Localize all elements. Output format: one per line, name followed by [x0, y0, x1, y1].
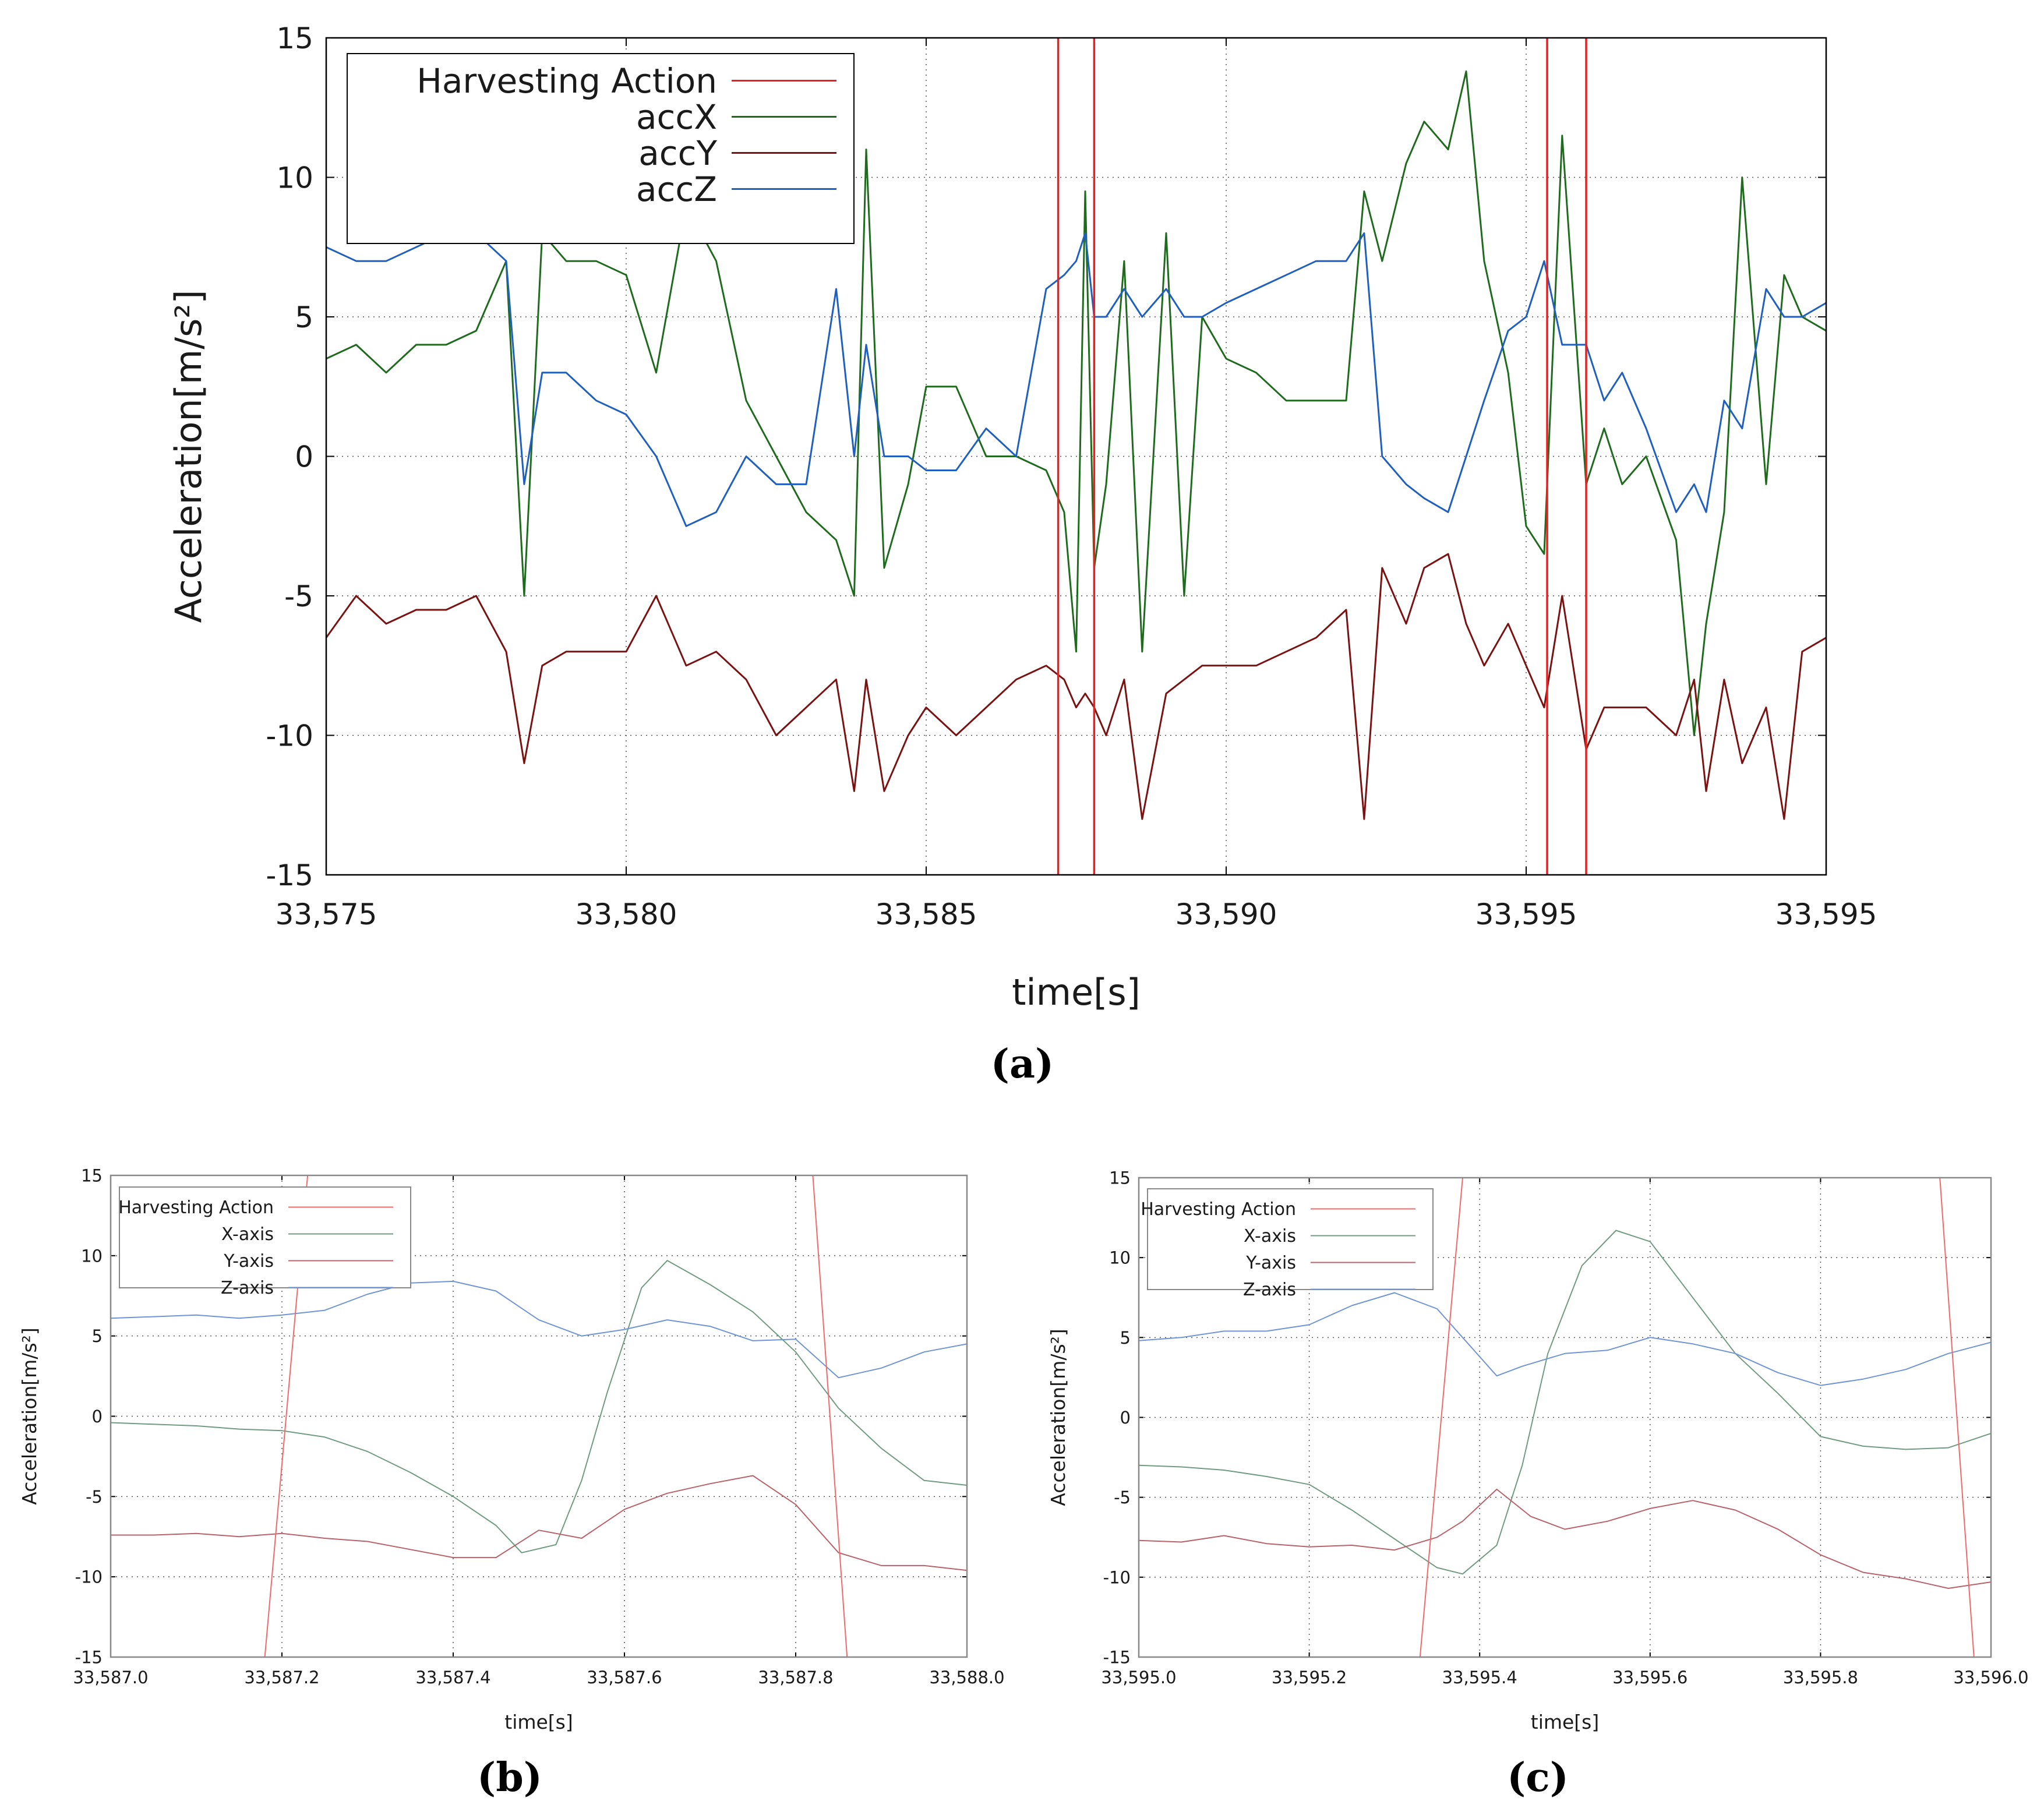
y-tick-label: 5	[92, 1326, 103, 1346]
y-tick-label: 10	[81, 1246, 103, 1266]
x-tick-label: 33,595.2	[1272, 1668, 1347, 1687]
y-tick-label: -10	[266, 719, 313, 753]
plot-frame	[325, 37, 1827, 876]
plot-area	[1139, 1178, 1991, 1657]
y-tick-label: 5	[1120, 1328, 1131, 1348]
y-tick-label: -15	[75, 1647, 103, 1667]
x-axis-label: time[s]	[504, 1711, 573, 1733]
x-axis-label: time[s]	[1531, 1711, 1600, 1733]
x-tick-label: 33,595	[1775, 898, 1877, 931]
y-tick-label: -5	[284, 580, 313, 613]
y-tick-label: -10	[1103, 1567, 1131, 1587]
legend-label: Y-axis	[223, 1251, 274, 1271]
x-tick-label: 33,587.4	[415, 1668, 490, 1687]
y-tick-label: -10	[75, 1567, 103, 1587]
x-tick-label: 33,595.8	[1783, 1668, 1858, 1687]
x-tick-label: 33,588.0	[929, 1668, 1004, 1687]
y-axis-label: Acceleration[m/s²]	[1047, 1329, 1069, 1506]
caption-b: (b)	[477, 1754, 542, 1801]
legend: Harvesting Action X-axis Y-axis Z-axis	[118, 1186, 411, 1298]
y-tick-label: 5	[295, 301, 313, 334]
x-tick-label: 33,585	[876, 898, 977, 931]
legend-label: Harvesting Action	[416, 61, 717, 101]
legend-label: X-axis	[1244, 1226, 1296, 1246]
y-tick-label: -15	[266, 859, 313, 892]
chart-panel-b: 33,587.0 33,587.2 33,587.4 33,587.6 33,587.8…	[18, 1165, 1005, 1733]
harvesting-action-line	[1419, 1178, 1463, 1657]
x-tick-label: 33,595.6	[1612, 1668, 1688, 1687]
plot-frame	[1138, 1177, 1992, 1658]
x-tick-label: 33,595.0	[1101, 1668, 1176, 1687]
series-line-accY	[326, 553, 1826, 820]
legend-label: Z-axis	[1243, 1280, 1296, 1300]
x-tick-label: 33,587.6	[587, 1668, 662, 1687]
x-tick-label: 33,595.4	[1442, 1668, 1517, 1687]
series-line-Z-axis	[111, 1280, 967, 1379]
x-tick-label: 33,590	[1175, 898, 1277, 931]
y-tick-label: 15	[276, 22, 313, 55]
plot-area	[326, 38, 1826, 875]
y-tick-label: 15	[81, 1165, 103, 1185]
plot-frame	[110, 1174, 968, 1658]
series-line-X-axis	[1139, 1230, 1991, 1575]
x-axis-label: time[s]	[1012, 971, 1141, 1013]
legend-box	[119, 1186, 411, 1288]
y-axis-label: Acceleration[m/s²]	[167, 289, 210, 623]
series-line-Z-axis	[1139, 1292, 1991, 1386]
series-line-Y-axis	[111, 1475, 967, 1571]
series-line-X-axis	[111, 1260, 967, 1553]
legend-label: X-axis	[221, 1224, 274, 1245]
x-tick-label: 33,587.2	[244, 1668, 319, 1687]
caption-c: (c)	[1507, 1754, 1569, 1801]
harvesting-action-line	[812, 1175, 848, 1657]
y-tick-label: -5	[1114, 1488, 1131, 1507]
legend: Harvesting Action X-axis Y-axis Z-axis	[1141, 1188, 1434, 1300]
y-tick-label: 15	[1109, 1168, 1131, 1188]
legend-label: accX	[636, 97, 717, 137]
series-line-accZ	[326, 232, 1826, 527]
y-tick-label: 0	[295, 440, 313, 474]
y-tick-label: 10	[276, 161, 313, 195]
legend-label: Y-axis	[1245, 1253, 1296, 1273]
caption-a: (a)	[991, 1041, 1054, 1087]
chart-panel-a: 33,575 33,580 33,585 33,590 33,595 33,595 -15 -…	[167, 22, 1877, 1013]
x-tick-label: 33,587.0	[73, 1668, 148, 1687]
y-axis-label: Acceleration[m/s²]	[18, 1327, 41, 1505]
series-line-Y-axis	[1139, 1488, 1991, 1589]
x-tick-label: 33,587.8	[758, 1668, 833, 1687]
legend-label: Z-axis	[221, 1278, 274, 1298]
legend-box	[1147, 1188, 1434, 1290]
legend-label: Harvesting Action	[118, 1198, 274, 1218]
legend-box	[347, 53, 855, 244]
chart-panel-c: 33,595.0 33,595.2 33,595.4 33,595.6 33,595.8…	[1047, 1168, 2029, 1733]
x-tick-label: 33,595	[1475, 898, 1577, 931]
y-tick-label: -15	[1103, 1647, 1131, 1667]
legend-label: accZ	[636, 169, 717, 209]
x-tick-label: 33,575	[276, 898, 377, 931]
y-tick-label: -5	[86, 1487, 103, 1507]
series-line-accX	[326, 70, 1826, 736]
y-tick-label: 0	[92, 1407, 103, 1426]
legend-label: accY	[638, 133, 717, 173]
y-tick-label: 0	[1120, 1408, 1131, 1428]
x-tick-label: 33,580	[576, 898, 677, 931]
x-tick-label: 33,596.0	[1953, 1668, 2028, 1687]
harvesting-action-line	[1939, 1178, 1975, 1657]
y-tick-label: 10	[1109, 1248, 1131, 1268]
legend-label: Harvesting Action	[1141, 1199, 1296, 1220]
